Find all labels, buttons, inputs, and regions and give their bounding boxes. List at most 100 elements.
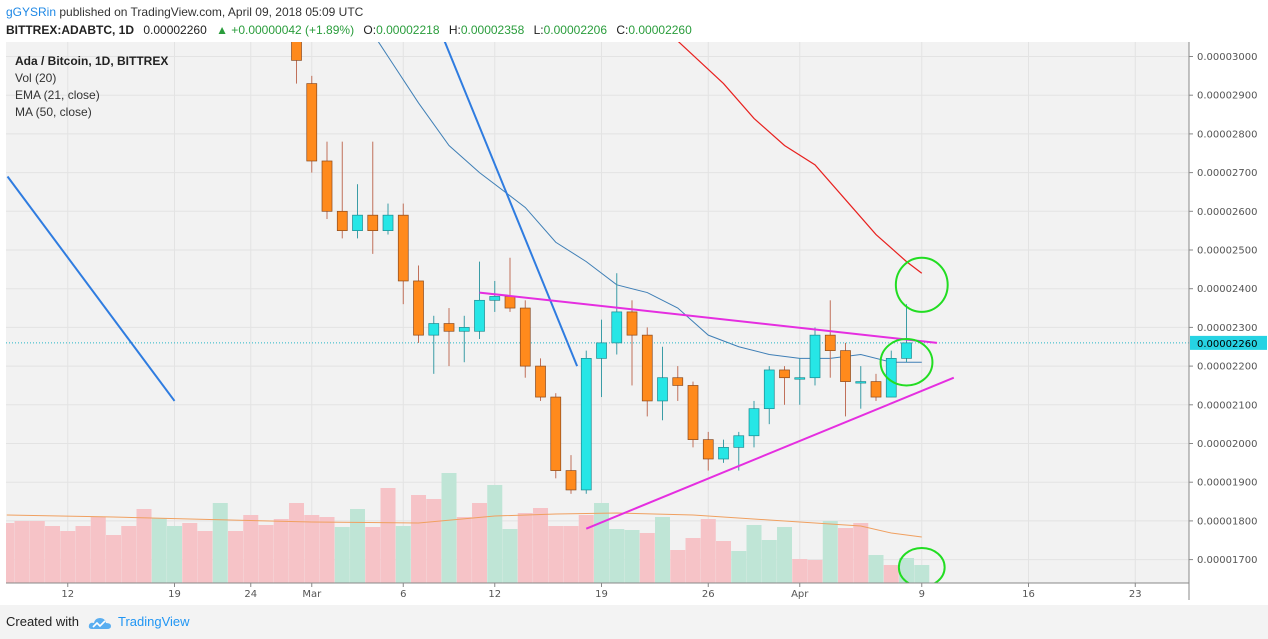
x-tick-label: 26 [702,589,715,600]
volume-bar [807,560,823,583]
chart-legend: Ada / Bitcoin, 1D, BITTREX Vol (20) EMA … [15,53,168,121]
candle-body [428,323,440,336]
candle-body [474,299,485,332]
volume-bar [273,519,289,583]
x-tick-label: 12 [61,589,74,600]
volume-bar [883,565,899,583]
tradingview-cloud-icon [88,618,111,629]
volume-bar [136,509,152,583]
volume-ma-line [6,512,922,538]
volume-bar [548,526,564,583]
volume-bar [167,526,183,583]
volume-bar [319,517,335,583]
volume-bar [777,527,793,583]
volume-bar [624,530,640,583]
candle-body [306,83,318,162]
candle-body [824,334,836,351]
legend-volume: Vol (20) [15,71,57,85]
volume-bar [609,529,625,583]
y-tick-label: 0.00002800 [1197,129,1257,140]
y-tick-label: 0.00002200 [1197,362,1257,373]
candle-body [794,377,806,380]
candle-body [458,327,470,332]
candle-body [291,42,302,61]
blue-trend-line [443,42,579,367]
x-tick-label: Apr [791,589,809,600]
plot-area[interactable] [6,42,1189,583]
time-axis[interactable]: 12 19 24 Mar 6 12 19 26 Apr 9 16 23 [61,583,1142,600]
high-value: 0.00002358 [460,23,525,37]
volume-bar [6,523,15,583]
volume-bar [655,517,671,583]
volume-bar [350,509,366,583]
y-tick-label: 0.00001900 [1197,478,1257,489]
candles [291,42,912,494]
volume-bar [182,523,198,583]
volume-bar [289,503,305,583]
volume-bar [761,540,777,583]
volume-bar [472,503,488,583]
candle-body [687,385,699,440]
candle-body [336,210,348,232]
magenta-trend-line [585,376,955,530]
volume-bar [411,495,427,583]
ohlc-line: BITTREX:ADABTC, 1D 0.00002260 ▲ +0.00000… [6,23,692,37]
candle-body [733,435,745,448]
y-tick-label: 0.00002000 [1197,439,1257,450]
candle-body [489,296,501,301]
x-tick-label: 24 [244,589,257,600]
volume-bar [822,521,838,583]
symbol-label: BITTREX:ADABTC, 1D [6,23,134,37]
candle-body [580,358,592,491]
magenta-trend-line [479,291,938,344]
volume-bar [29,521,45,583]
candle-body [565,470,577,491]
volume-bar [45,526,61,583]
last-price: 0.00002260 [143,23,207,37]
tradingview-link[interactable]: TradingView [118,614,190,629]
volume-bar [243,515,259,583]
candle-body [748,408,760,437]
volume-bars [6,473,930,583]
volume-bar [578,515,594,583]
volume-bar [502,529,518,583]
legend-title: Ada / Bitcoin, 1D, BITTREX [15,54,169,68]
close-value: 0.00002260 [628,23,692,37]
footer: Created with TradingView [0,605,1268,639]
candle-body [763,369,775,410]
volume-bar [533,508,549,583]
volume-bar [14,521,30,583]
candle-body [397,214,409,282]
candle-body [596,342,607,359]
low-value: 0.00002206 [543,23,608,37]
candle-body [382,214,394,231]
x-tick-label: 9 [919,589,925,600]
candle-body [611,311,623,344]
candle-body [535,365,546,398]
highlight-circle [894,256,949,313]
volume-bar [365,527,381,583]
low-label: L: [533,23,544,37]
candle-body [840,350,851,382]
candle-body [626,311,638,336]
x-tick-label: 16 [1022,589,1035,600]
current-price-label: 0.00002260 [1197,339,1257,350]
legend-ema: EMA (21, close) [15,88,100,102]
volume-bar [75,526,91,583]
y-tick-label: 0.00002500 [1197,246,1257,257]
author-link[interactable]: gGYSRin [6,5,57,19]
volume-bar [792,559,808,583]
price-chart[interactable]: 0.00003000 0.00002900 0.00002800 0.00002700… [0,0,1268,605]
x-tick-label: 12 [488,589,501,600]
volume-bar [731,551,747,583]
volume-ma [6,512,922,538]
y-tick-label: 0.00001700 [1197,555,1257,566]
price-change: ▲ +0.00000042 (+1.89%) [216,23,355,37]
volume-bar [517,513,533,583]
price-axis[interactable]: 0.00003000 0.00002900 0.00002800 0.00002700… [1189,52,1267,566]
candle-body [809,334,821,379]
candle-body [519,307,531,367]
volume-bar [700,519,716,583]
y-tick-label: 0.00002900 [1197,91,1257,102]
volume-bar [258,525,274,583]
